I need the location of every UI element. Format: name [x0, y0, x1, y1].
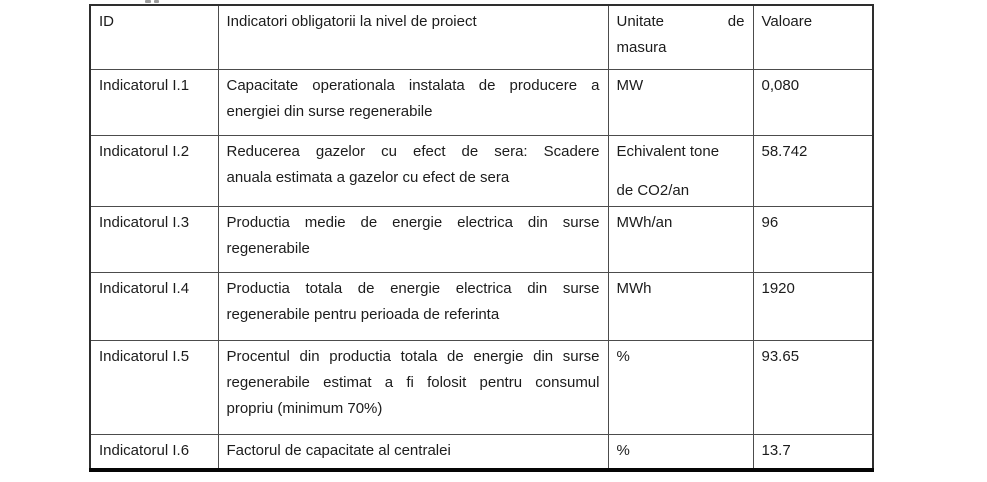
table-row: Indicatorul I.4 Productia totala de ener… — [89, 271, 874, 341]
table-row: Indicatorul I.5 Procentul din productia … — [89, 339, 874, 435]
cell-value: 13.7 — [752, 433, 874, 471]
table-row: Indicatorul I.1 Capacitate operationala … — [89, 68, 874, 136]
cell-id: Indicatorul I.4 — [89, 271, 219, 341]
cell-value: 93.65 — [752, 339, 874, 435]
table-row: Indicatorul I.3 Productia medie de energ… — [89, 205, 874, 273]
cell-unit: Echivalent tone de CO2/an — [607, 134, 754, 207]
cell-id: Indicatorul I.6 — [89, 433, 219, 471]
cell-id: Indicatorul I.2 — [89, 134, 219, 207]
cropped-text-artifact — [154, 0, 159, 3]
table-row: Indicatorul I.2 Reducerea gazelor cu efe… — [89, 134, 874, 207]
cell-indicator: Reducerea gazelor cu efect de sera: Scad… — [217, 134, 609, 207]
cell-unit: MWh/an — [607, 205, 754, 273]
cell-unit: % — [607, 433, 754, 471]
cell-unit: % — [607, 339, 754, 435]
cell-indicator: Productia medie de energie electrica din… — [217, 205, 609, 273]
indicators-table: ID Indicatori obligatorii la nivel de pr… — [89, 4, 874, 472]
cell-value: 58.742 — [752, 134, 874, 207]
header-cell-id: ID — [89, 4, 219, 70]
cell-unit: MWh — [607, 271, 754, 341]
header-cell-indicator: Indicatori obligatorii la nivel de proie… — [217, 4, 609, 70]
cell-value: 96 — [752, 205, 874, 273]
table-row: Indicatorul I.6 Factorul de capacitate a… — [89, 433, 874, 471]
cell-indicator: Factorul de capacitate al centralei — [217, 433, 609, 471]
cell-value: 1920 — [752, 271, 874, 341]
header-cell-value: Valoare — [752, 4, 874, 70]
header-cell-unit: Unitate de masura — [607, 4, 754, 70]
cell-id: Indicatorul I.3 — [89, 205, 219, 273]
cell-unit: MW — [607, 68, 754, 136]
cell-indicator: Productia totala de energie electrica di… — [217, 271, 609, 341]
cell-indicator: Capacitate operationala instalata de pro… — [217, 68, 609, 136]
cell-id: Indicatorul I.1 — [89, 68, 219, 136]
cell-value: 0,080 — [752, 68, 874, 136]
cropped-text-artifact — [145, 0, 151, 3]
cell-id: Indicatorul I.5 — [89, 339, 219, 435]
table-header-row: ID Indicatori obligatorii la nivel de pr… — [89, 4, 874, 70]
cell-indicator: Procentul din productia totala de energi… — [217, 339, 609, 435]
